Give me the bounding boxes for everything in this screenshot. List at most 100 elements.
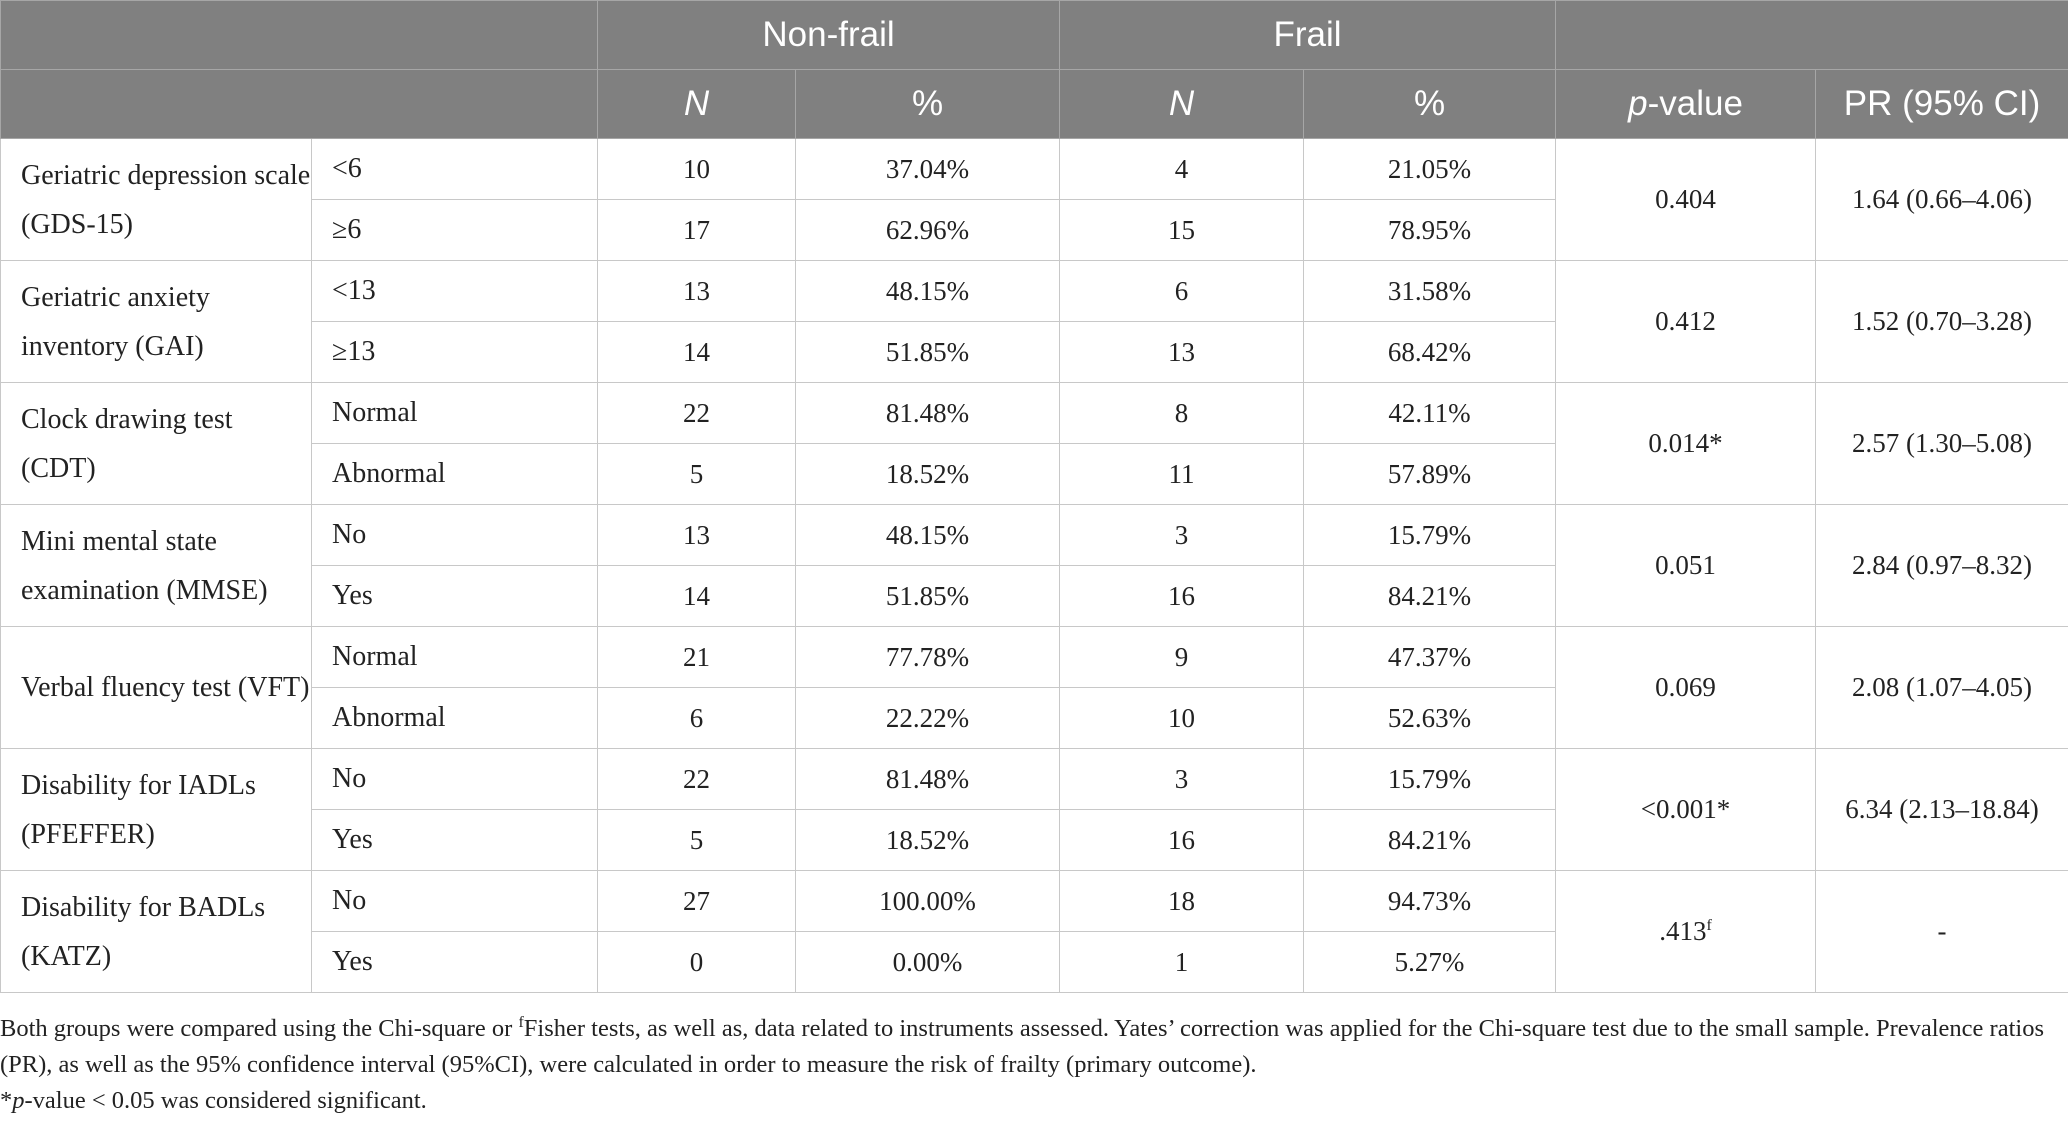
frail-pct-cell: 31.58% (1303, 260, 1557, 322)
frail-n-cell: 4 (1059, 138, 1305, 200)
p-value-text: 0.069 (1655, 672, 1716, 702)
table-row: ≥13 14 51.85% 13 68.42% (1, 321, 2068, 383)
table-body: Geriatric depression scale (GDS-15) <6 10 3… (0, 138, 2068, 993)
nonfrail-pct-cell: 51.85% (794, 321, 1061, 383)
table-row: Verbal fluency test (VFT) Normal 21 77.78% 9… (0, 626, 2068, 749)
frail-pct-cell: 94.73% (1303, 870, 1557, 932)
p-value-text: 0.412 (1655, 306, 1716, 336)
p-value-cell: 0.069 (1555, 626, 1817, 749)
frail-n-cell: 8 (1059, 382, 1305, 444)
footnote-methods: Both groups were compared using the Chi-… (0, 1014, 2044, 1079)
row-category: Abnormal (311, 687, 598, 749)
frail-n-cell: 18 (1059, 870, 1305, 932)
frail-n-cell: 16 (1059, 565, 1305, 627)
p-value-cell: 0.051 (1555, 504, 1817, 627)
p-value-text: 0.404 (1655, 184, 1716, 214)
nonfrail-n-cell: 14 (597, 321, 796, 383)
frail-n-cell: 9 (1059, 626, 1305, 688)
row-category: No (311, 870, 598, 932)
nonfrail-n-cell: 14 (597, 565, 796, 627)
p-value-superscript: f (1706, 917, 1712, 934)
header-nonfrail-n: N (597, 69, 796, 139)
header-empty-2 (0, 69, 598, 139)
frail-n-cell: 15 (1059, 199, 1305, 261)
row-label: Geriatric anxiety inventory (GAI) (0, 260, 312, 383)
nonfrail-n-cell: 5 (597, 443, 796, 505)
row-category: Normal (311, 382, 598, 444)
table-row: Disability for IADLs (PFEFFER) No 22 81.48%… (0, 748, 2068, 871)
header-empty-right (1555, 0, 2068, 70)
frail-n-cell: 1 (1059, 931, 1305, 993)
frail-pct-cell: 21.05% (1303, 138, 1557, 200)
row-category: Yes (311, 809, 598, 871)
row-category: Yes (311, 565, 598, 627)
pr-cell: 1.52 (0.70–3.28) (1815, 260, 2068, 383)
pr-cell: 2.84 (0.97–8.32) (1815, 504, 2068, 627)
pr-cell: - (1815, 870, 2068, 993)
p-value-text: 0.014* (1648, 428, 1723, 458)
header-nonfrail-pct: % (794, 69, 1061, 139)
p-value-text: 0.051 (1655, 550, 1716, 580)
p-value-cell: 0.404 (1555, 138, 1817, 261)
table-row: Disability for BADLs (KATZ) No 27 100.00% 18… (0, 870, 2068, 993)
pr-cell: 6.34 (2.13–18.84) (1815, 748, 2068, 871)
frail-pct-cell: 15.79% (1303, 748, 1557, 810)
frail-n-cell: 11 (1059, 443, 1305, 505)
frail-pct-cell: 42.11% (1303, 382, 1557, 444)
table-row: Yes 5 18.52% 16 84.21% (1, 809, 2068, 871)
frail-pct-cell: 5.27% (1303, 931, 1557, 993)
frail-n-cell: 6 (1059, 260, 1305, 322)
row-category: Abnormal (311, 443, 598, 505)
nonfrail-pct-cell: 0.00% (794, 931, 1061, 993)
table-row: Geriatric anxiety inventory (GAI) <13 13 48… (0, 260, 2068, 383)
nonfrail-pct-cell: 18.52% (794, 443, 1061, 505)
header-frail-n: N (1059, 69, 1305, 139)
p-value-cell: 0.412 (1555, 260, 1817, 383)
p-value-text: <0.001* (1640, 794, 1731, 824)
header-group-frail: Frail (1059, 0, 1557, 70)
table-row: Abnormal 6 22.22% 10 52.63% (1, 687, 2068, 749)
row-category: ≥13 (311, 321, 598, 383)
nonfrail-n-cell: 6 (597, 687, 796, 749)
table-row: Geriatric depression scale (GDS-15) <6 10 3… (0, 138, 2068, 261)
p-value-text: .413 (1659, 916, 1707, 946)
frail-pct-cell: 84.21% (1303, 809, 1557, 871)
nonfrail-n-cell: 0 (597, 931, 796, 993)
footnote-significance: *p-value < 0.05 was considered significa… (0, 1087, 427, 1115)
row-label: Disability for BADLs (KATZ) (0, 870, 312, 993)
row-category: ≥6 (311, 199, 598, 261)
header-empty (0, 0, 598, 70)
nonfrail-n-cell: 22 (597, 382, 796, 444)
frail-n-cell: 10 (1059, 687, 1305, 749)
nonfrail-n-cell: 13 (597, 504, 796, 566)
results-table: Non-frail Frail N % N % p-value PR (95% … (0, 0, 2068, 993)
row-category: <6 (311, 138, 598, 200)
nonfrail-pct-cell: 81.48% (794, 748, 1061, 810)
nonfrail-pct-cell: 100.00% (794, 870, 1061, 932)
row-label: Verbal fluency test (VFT) (0, 626, 312, 749)
frail-pct-cell: 68.42% (1303, 321, 1557, 383)
row-label: Mini mental state examination (MMSE) (0, 504, 312, 627)
header-group-nonfrail: Non-frail (596, 0, 1061, 70)
frail-pct-cell: 52.63% (1303, 687, 1557, 749)
table-row: Mini mental state examination (MMSE) No 13… (0, 504, 2068, 627)
nonfrail-n-cell: 13 (597, 260, 796, 322)
table-row: Yes 0 0.00% 1 5.27% (1, 931, 2068, 993)
row-category: Yes (311, 931, 598, 993)
nonfrail-n-cell: 27 (597, 870, 796, 932)
nonfrail-pct-cell: 48.15% (794, 260, 1061, 322)
header-pr: PR (95% CI) (1815, 69, 2068, 139)
frail-n-cell: 3 (1059, 504, 1305, 566)
frail-pct-cell: 84.21% (1303, 565, 1557, 627)
row-label: Disability for IADLs (PFEFFER) (0, 748, 312, 871)
row-label: Clock drawing test (CDT) (0, 382, 312, 505)
header-frail-pct: % (1303, 69, 1557, 139)
header-p-value: p-value (1555, 69, 1817, 139)
table-row: Yes 14 51.85% 16 84.21% (1, 565, 2068, 627)
pr-cell: 1.64 (0.66–4.06) (1815, 138, 2068, 261)
nonfrail-pct-cell: 48.15% (794, 504, 1061, 566)
frail-pct-cell: 47.37% (1303, 626, 1557, 688)
table-footnotes: Both groups were compared using the Chi-… (0, 1005, 2060, 1119)
nonfrail-pct-cell: 62.96% (794, 199, 1061, 261)
